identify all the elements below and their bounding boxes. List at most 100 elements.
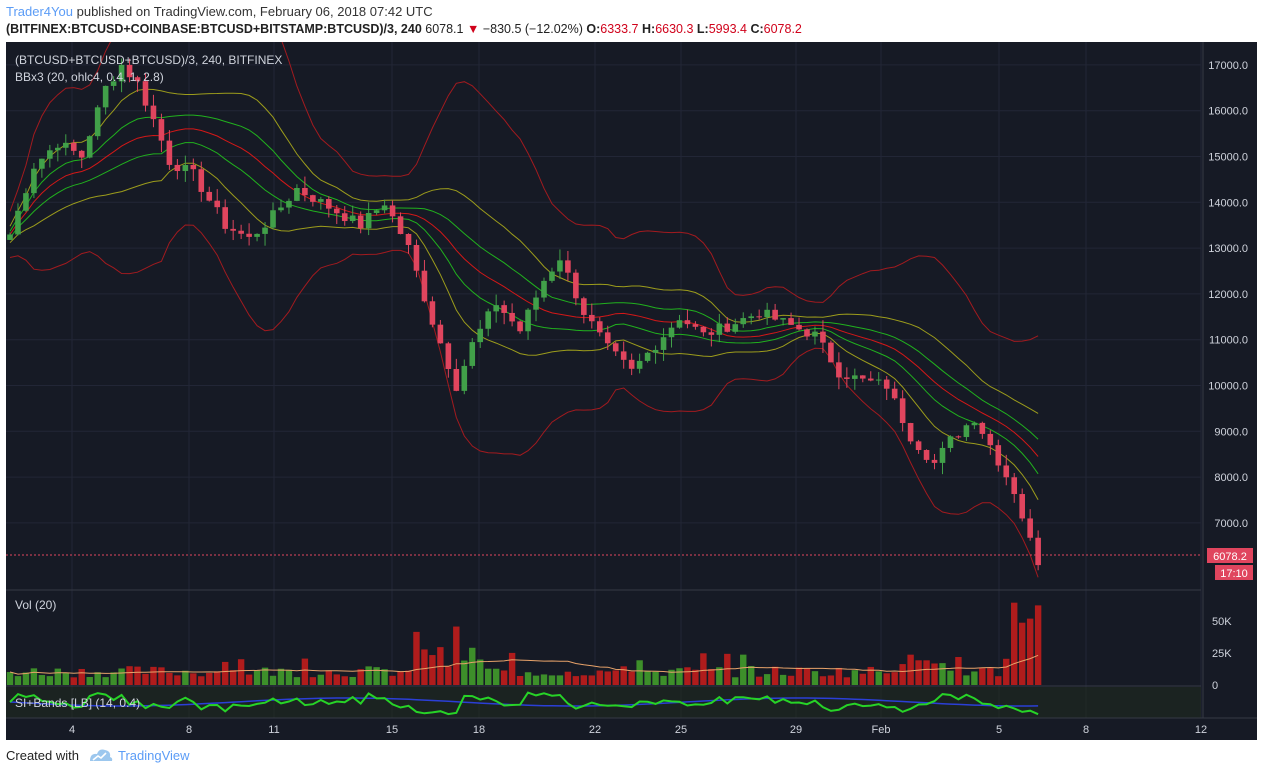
tradingview-logo-icon[interactable] [88,747,114,765]
candle-body [652,349,659,353]
last-price: 6078.1 [425,22,464,36]
volume-bar [261,667,269,685]
volume-bar [118,668,125,685]
si-background [6,687,1201,718]
candle-body [469,342,476,366]
volume-bar [628,671,635,685]
volume-bar [206,672,213,685]
author-link[interactable]: Trader4You [6,4,73,19]
candle-body [102,85,109,108]
volume-bar [748,665,755,685]
candle-body [1019,494,1025,519]
volume-tick-label: 0 [1212,680,1218,692]
candle-body [883,379,890,389]
candle-body [397,216,404,234]
volume-bar [620,666,627,685]
tradingview-brand-link[interactable]: TradingView [118,748,190,763]
volume-bar [891,672,898,685]
volume-bar [883,673,890,685]
grid [6,42,1257,740]
candle-body [373,210,380,213]
candle-body [525,309,531,332]
candle-body [852,375,858,379]
time-tick-label: 22 [589,724,601,736]
volume-bar [971,671,978,685]
chart-svg[interactable]: 7000.0 8000.0 9000.0 10000.0 11000.0 12000.0 1… [6,0,1257,740]
candle-body [987,433,994,446]
candle-body [310,195,316,202]
bb-outer-band [9,224,1039,578]
volume-bar [477,659,484,685]
si-title: SI+Bands [LB] (14, 0.4) [15,696,140,710]
volume-bar [508,652,516,685]
candle-body [15,210,21,235]
price-change: −830.5 (−12.02%) [482,22,583,36]
candle-body [286,200,292,208]
candle-body [246,233,252,237]
price-axis[interactable] [1203,42,1257,740]
price-tick-label: 16000.0 [1208,106,1248,118]
volume-bar [907,654,914,685]
candle-body [596,321,603,333]
candle-body [955,436,962,438]
high-label: H: [642,22,656,36]
volume-bar [22,672,30,685]
candle-body [748,316,755,319]
volume-bar [405,670,412,685]
price-tick-label: 7000.0 [1214,518,1248,530]
volume-tick-label: 25K [1212,648,1232,660]
volume-bar [102,677,109,685]
candle-body [812,331,818,337]
volume-bar [365,666,372,685]
volume-bar [253,670,261,685]
candle-body [477,328,484,343]
candle-body [206,191,213,201]
volume-bar [732,677,739,685]
candle-body [166,140,173,165]
volume-bar [859,673,866,685]
candles [7,58,1041,571]
bb-middle-band [9,88,1039,414]
candle-body [110,81,117,86]
time-axis[interactable] [6,718,1257,740]
candle-body [493,305,499,312]
candle-body [365,212,372,229]
candle-body [612,343,619,352]
volume-bar [413,631,420,685]
candle-body [1003,465,1010,478]
price-tick-label: 10000.0 [1208,380,1248,392]
candle-body [660,337,667,350]
candle-body [692,324,699,327]
last-price-tag-text: 6078.2 [1213,551,1247,563]
volume-bar [134,666,141,685]
volume-bar [277,668,285,685]
volume-bar [572,676,580,685]
volume-bar [429,655,436,685]
volume-bar [500,670,508,685]
candle-body [899,398,906,424]
volume-bar [190,673,197,685]
volume-bar [94,672,101,685]
volume-bar [923,660,930,685]
chart-area[interactable]: 7000.0 8000.0 9000.0 10000.0 11000.0 12000.0 1… [6,0,1257,740]
publish-line: Trader4You published on TradingView.com,… [6,4,433,19]
volume-bar [532,675,540,685]
volume-bar [660,675,667,685]
candle-body [668,327,675,338]
time-tick-label: 8 [1083,724,1089,736]
candle-body [875,379,882,381]
volume-bar [803,668,811,685]
volume-bar [485,668,492,685]
volume-bar [397,671,404,685]
time-tick-label: 11 [268,724,279,736]
candle-body [684,320,691,325]
volume-bar [78,668,85,685]
volume-bar [564,671,572,685]
candle-body [573,272,579,299]
candle-body [294,187,300,201]
candle-body [214,200,221,208]
candle-body [541,280,547,298]
volume-bar [166,672,173,685]
volume-ma-line [9,654,1039,675]
bb-middle-band [9,162,1039,500]
